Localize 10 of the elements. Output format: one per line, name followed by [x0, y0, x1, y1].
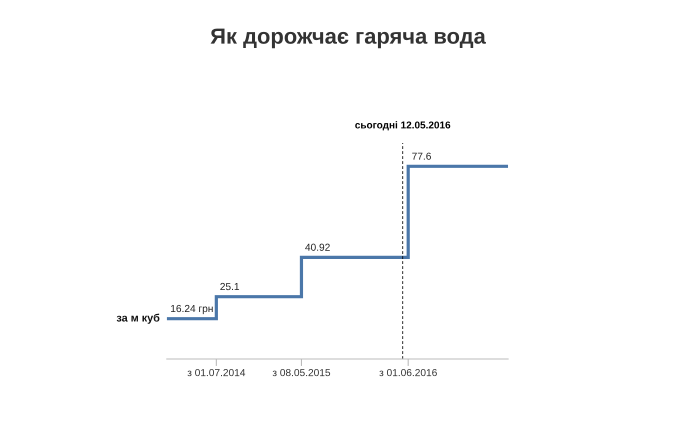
data-label: 16.24 грн: [171, 304, 213, 314]
annotation: за м куб: [116, 314, 160, 324]
ref-line-label: сьогодні 12.05.2016: [355, 121, 450, 130]
data-label: 25.1: [220, 282, 240, 290]
data-label: 77.6: [412, 152, 431, 160]
data-label: 40.92: [305, 244, 330, 251]
x-tick-label: з 08.05.2015: [272, 368, 330, 376]
chart-title: Як дорожчає гаряча вода: [210, 28, 486, 48]
x-tick-label: з 01.06.2016: [379, 368, 437, 376]
x-tick-label: з 01.07.2014: [187, 368, 246, 376]
